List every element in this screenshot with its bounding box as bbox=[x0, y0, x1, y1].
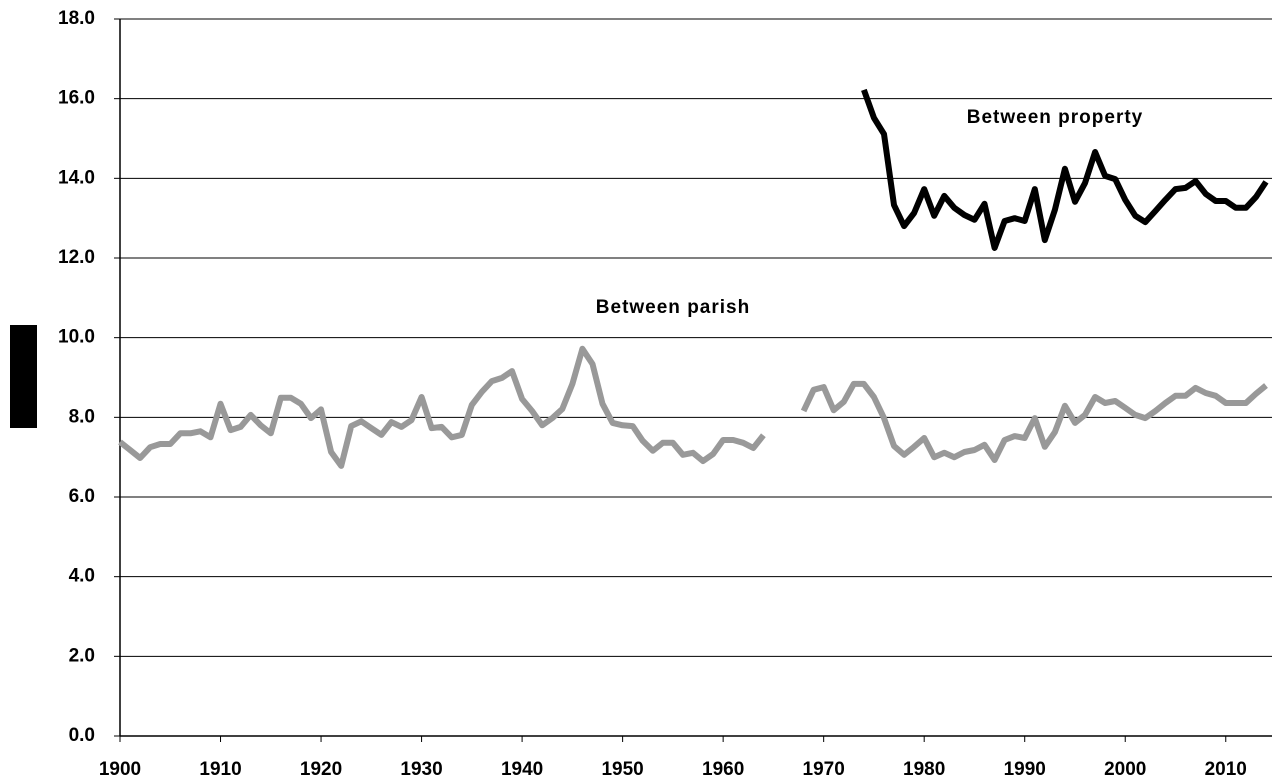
y-tick-label: 6.0 bbox=[69, 486, 95, 507]
y-tick-label: 10.0 bbox=[58, 327, 95, 348]
y-tick-label: 2.0 bbox=[69, 645, 95, 666]
x-tick-label: 1970 bbox=[803, 759, 845, 780]
x-tick-label: 1930 bbox=[400, 759, 442, 780]
x-tick-label: 1920 bbox=[300, 759, 342, 780]
x-tick-label: 1960 bbox=[702, 759, 744, 780]
x-tick-label: 2010 bbox=[1205, 759, 1247, 780]
series-label: Between parish bbox=[596, 297, 750, 318]
x-tick-label: 1900 bbox=[99, 759, 141, 780]
line-series bbox=[800, 380, 1268, 463]
series-label: Between property bbox=[967, 107, 1143, 128]
line-series bbox=[118, 345, 766, 469]
line-series bbox=[861, 88, 1269, 251]
y-tick-label: 18.0 bbox=[58, 8, 95, 29]
x-tick-label: 1950 bbox=[601, 759, 643, 780]
x-tick-label: 1990 bbox=[1004, 759, 1046, 780]
y-tick-label: 16.0 bbox=[58, 88, 95, 109]
y-tick-label: 0.0 bbox=[69, 725, 95, 746]
y-tick-label: 14.0 bbox=[58, 167, 95, 188]
y-tick-label: 4.0 bbox=[69, 566, 95, 587]
y-tick-label: 8.0 bbox=[69, 406, 95, 427]
y-tick-label: 12.0 bbox=[58, 247, 95, 268]
x-tick-label: 2000 bbox=[1104, 759, 1146, 780]
x-tick-label: 1940 bbox=[501, 759, 543, 780]
x-tick-label: 1980 bbox=[903, 759, 945, 780]
redacted-axis-label bbox=[10, 325, 37, 428]
x-tick-label: 1910 bbox=[199, 759, 241, 780]
